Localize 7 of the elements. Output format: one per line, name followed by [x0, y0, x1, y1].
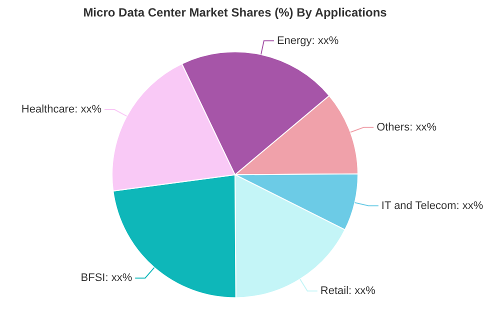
slice-label: Energy: xx% — [276, 34, 339, 47]
slice-label: BFSI: xx% — [80, 272, 132, 284]
chart-title: Micro Data Center Market Shares (%) By Applications — [83, 6, 388, 20]
slice-label: Others: xx% — [376, 121, 437, 134]
slice-label: Healthcare: xx% — [21, 104, 102, 116]
slice-label: IT and Telecom: xx% — [381, 200, 484, 212]
slice-label: Retail: xx% — [320, 285, 376, 298]
